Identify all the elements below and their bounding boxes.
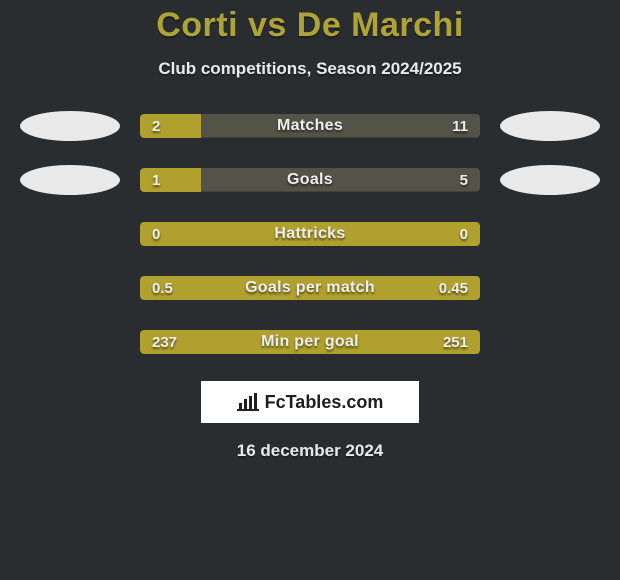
oval-placeholder [500,273,600,303]
stat-row: 0.50.45Goals per match [0,273,620,303]
oval-placeholder [20,327,120,357]
stat-bar: 00Hattricks [140,222,480,246]
stat-row: 15Goals [0,165,620,195]
stat-row: 211Matches [0,111,620,141]
stat-bar: 211Matches [140,114,480,138]
page-title: Corti vs De Marchi [0,6,620,45]
stat-label: Min per goal [140,330,480,354]
date-text: 16 december 2024 [0,441,620,461]
oval-placeholder [500,327,600,357]
stat-row: 00Hattricks [0,219,620,249]
stat-row: 237251Min per goal [0,327,620,357]
stat-label: Hattricks [140,222,480,246]
fctables-logo[interactable]: FcTables.com [201,381,419,423]
stat-label: Matches [140,114,480,138]
player-left-oval [20,165,120,195]
bar-chart-icon [237,393,259,411]
stat-bar: 15Goals [140,168,480,192]
oval-placeholder [500,219,600,249]
stat-label: Goals [140,168,480,192]
stat-bar: 237251Min per goal [140,330,480,354]
stat-rows: 211Matches 15Goals 00Hattricks 0.50.45Goals… [0,111,620,357]
oval-placeholder [20,273,120,303]
oval-placeholder [20,219,120,249]
page-subtitle: Club competitions, Season 2024/2025 [0,59,620,79]
stat-bar: 0.50.45Goals per match [140,276,480,300]
player-right-oval [500,165,600,195]
logo-text: FcTables.com [265,392,384,413]
comparison-widget: Corti vs De Marchi Club competitions, Se… [0,0,620,461]
stat-label: Goals per match [140,276,480,300]
player-right-oval [500,111,600,141]
player-left-oval [20,111,120,141]
